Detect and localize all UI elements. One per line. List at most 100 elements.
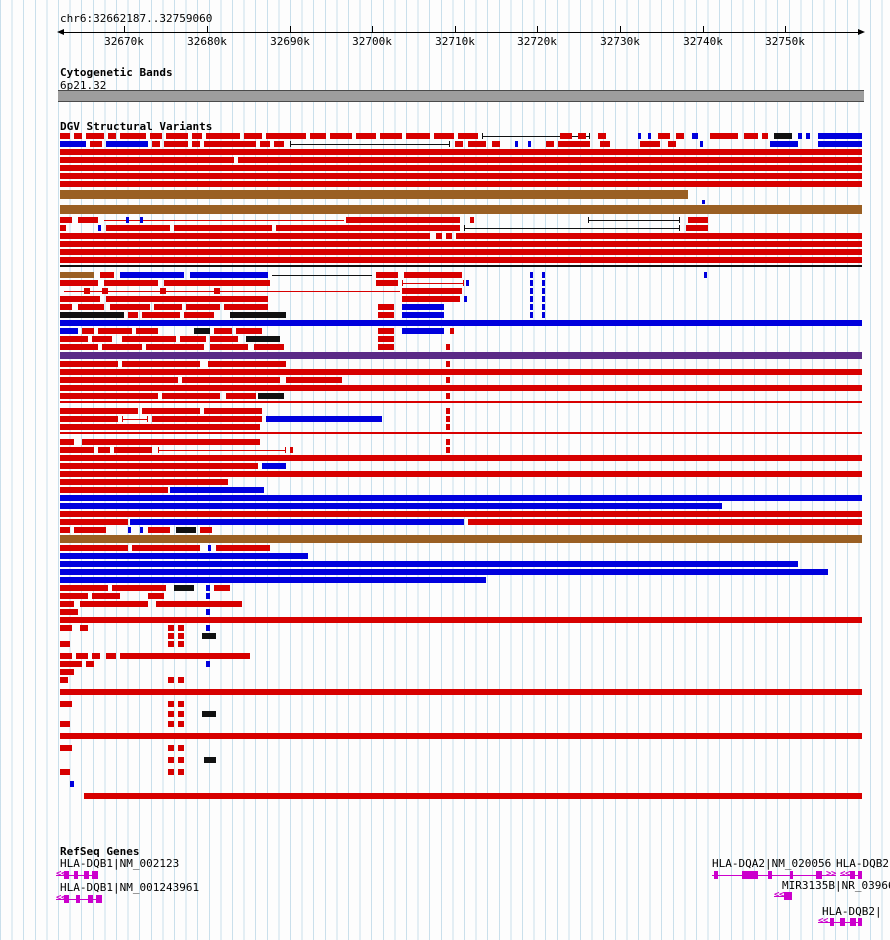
variant-bar[interactable] xyxy=(246,336,280,342)
variant-bar[interactable] xyxy=(60,661,82,667)
variant-bar[interactable] xyxy=(192,133,202,139)
variant-bar[interactable] xyxy=(168,745,174,751)
variant-bar[interactable] xyxy=(130,519,464,525)
gene-exon[interactable] xyxy=(850,918,856,926)
variant-bar[interactable] xyxy=(82,328,94,334)
gene-exon[interactable] xyxy=(784,892,792,900)
variant-bar[interactable] xyxy=(446,408,450,414)
variant-bar[interactable] xyxy=(640,141,660,147)
variant-bar[interactable] xyxy=(676,133,684,139)
variant-bar[interactable] xyxy=(530,304,533,310)
variant-bar[interactable] xyxy=(154,304,182,310)
variant-bar[interactable] xyxy=(744,133,758,139)
variant-bar[interactable] xyxy=(178,677,184,683)
variant-bar[interactable] xyxy=(402,328,444,334)
variant-bar[interactable] xyxy=(92,653,100,659)
variant-bar[interactable] xyxy=(206,585,210,591)
variant-bar[interactable] xyxy=(458,133,478,139)
variant-bar[interactable] xyxy=(60,361,118,367)
variant-bar[interactable] xyxy=(120,133,146,139)
variant-bar[interactable] xyxy=(184,312,214,318)
variant-bar[interactable] xyxy=(542,304,545,310)
variant-bar[interactable] xyxy=(688,217,708,223)
variant-bar[interactable] xyxy=(82,439,260,445)
variant-bar[interactable] xyxy=(160,288,166,294)
variant-bar[interactable] xyxy=(120,653,250,659)
variant-connector-line[interactable] xyxy=(290,144,450,145)
variant-bar[interactable] xyxy=(128,312,138,318)
variant-bar[interactable] xyxy=(230,312,286,318)
variant-bar[interactable] xyxy=(260,141,270,147)
variant-bar[interactable] xyxy=(434,133,454,139)
variant-bar[interactable] xyxy=(70,781,74,787)
variant-bar[interactable] xyxy=(78,304,104,310)
gene-exon[interactable] xyxy=(64,871,69,879)
variant-bar[interactable] xyxy=(86,661,94,667)
variant-bar[interactable] xyxy=(168,769,174,775)
gene-exon[interactable] xyxy=(88,895,93,903)
variant-bar[interactable] xyxy=(214,585,230,591)
variant-bar[interactable] xyxy=(226,393,256,399)
variant-bar[interactable] xyxy=(286,377,342,383)
variant-bar[interactable] xyxy=(214,328,232,334)
variant-bar[interactable] xyxy=(546,141,554,147)
variant-bar[interactable] xyxy=(178,633,184,639)
variant-bar[interactable] xyxy=(60,463,258,469)
variant-bar[interactable] xyxy=(210,344,248,350)
variant-bar[interactable] xyxy=(236,328,262,334)
variant-bar[interactable] xyxy=(60,617,862,623)
variant-bar[interactable] xyxy=(60,677,68,683)
variant-bar[interactable] xyxy=(206,661,210,667)
variant-bar[interactable] xyxy=(60,190,688,199)
variant-bar[interactable] xyxy=(60,133,70,139)
variant-bar[interactable] xyxy=(60,653,72,659)
variant-bar[interactable] xyxy=(60,585,108,591)
variant-bar[interactable] xyxy=(380,133,402,139)
variant-bar[interactable] xyxy=(770,141,798,147)
variant-bar[interactable] xyxy=(90,141,102,147)
variant-bar[interactable] xyxy=(446,393,450,399)
variant-connector-line[interactable] xyxy=(464,228,680,229)
gene-exon[interactable] xyxy=(830,918,834,926)
variant-bar[interactable] xyxy=(60,545,128,551)
variant-bar[interactable] xyxy=(402,288,462,294)
variant-bar[interactable] xyxy=(122,361,200,367)
variant-bar[interactable] xyxy=(60,424,260,430)
variant-bar[interactable] xyxy=(146,344,204,350)
variant-bar[interactable] xyxy=(106,225,170,231)
variant-bar[interactable] xyxy=(208,361,286,367)
variant-bar[interactable] xyxy=(168,721,174,727)
variant-connector-line[interactable] xyxy=(64,291,400,292)
variant-bar[interactable] xyxy=(530,280,533,286)
variant-bar[interactable] xyxy=(310,133,326,139)
variant-bar[interactable] xyxy=(206,609,210,615)
variant-bar[interactable] xyxy=(142,408,200,414)
variant-bar[interactable] xyxy=(60,217,72,223)
variant-bar[interactable] xyxy=(60,471,862,477)
variant-bar[interactable] xyxy=(60,625,72,631)
variant-bar[interactable] xyxy=(378,336,394,342)
variant-bar[interactable] xyxy=(106,141,148,147)
variant-bar[interactable] xyxy=(140,217,143,223)
variant-bar[interactable] xyxy=(178,625,184,631)
variant-bar[interactable] xyxy=(192,141,200,147)
variant-bar[interactable] xyxy=(206,625,210,631)
variant-bar[interactable] xyxy=(266,133,306,139)
variant-bar[interactable] xyxy=(214,288,220,294)
gene-exon[interactable] xyxy=(92,871,98,879)
variant-bar[interactable] xyxy=(530,312,533,318)
variant-bar[interactable] xyxy=(470,217,474,223)
gene-exon[interactable] xyxy=(858,871,862,879)
variant-bar[interactable] xyxy=(60,377,178,383)
variant-bar[interactable] xyxy=(156,601,242,607)
variant-bar[interactable] xyxy=(178,641,184,647)
variant-bar[interactable] xyxy=(178,721,184,727)
variant-bar[interactable] xyxy=(102,288,108,294)
variant-bar[interactable] xyxy=(60,503,722,509)
variant-bar[interactable] xyxy=(378,304,394,310)
variant-bar[interactable] xyxy=(136,328,158,334)
variant-bar[interactable] xyxy=(98,225,101,231)
variant-bar[interactable] xyxy=(174,225,272,231)
variant-bar[interactable] xyxy=(376,272,398,278)
variant-bar[interactable] xyxy=(60,439,74,445)
